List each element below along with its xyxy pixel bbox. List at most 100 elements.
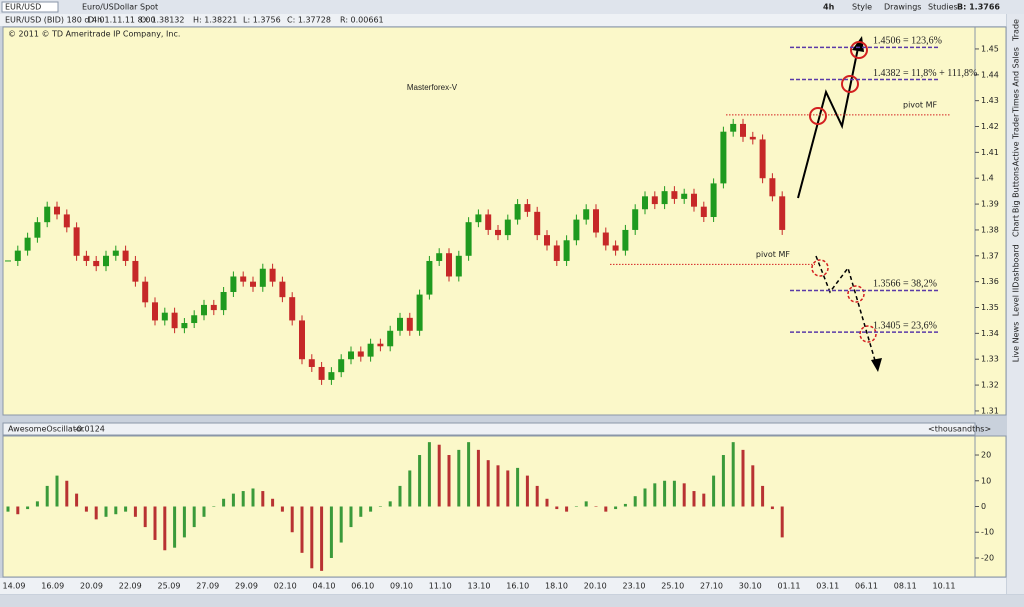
symbol[interactable]: EUR/USD: [5, 3, 41, 12]
candle: [661, 191, 668, 205]
studies-button[interactable]: Studies: [928, 3, 958, 12]
sidebar-tab[interactable]: Active Trader: [1012, 113, 1021, 166]
sidebar-tab[interactable]: Big Buttons: [1012, 167, 1021, 213]
candle: [289, 297, 296, 321]
oscillator-bar: [672, 480, 676, 507]
oscillator-bar: [349, 506, 353, 528]
pivot-label: pivot MF: [903, 100, 938, 109]
candle: [681, 193, 688, 199]
candle: [446, 253, 452, 277]
oscillator-bar: [388, 501, 392, 507]
candle: [152, 302, 158, 321]
symbol-box[interactable]: [1, 1, 59, 13]
y-tick-label: 1.32: [981, 381, 999, 390]
candle: [651, 196, 658, 205]
candle: [465, 222, 472, 256]
candle: [299, 320, 305, 360]
x-tick-label: 23.10: [623, 582, 646, 591]
sidebar-tab[interactable]: Level II: [1012, 288, 1021, 316]
sidebar-tab[interactable]: Times And Sales: [1012, 47, 1021, 114]
oscillator-bar: [359, 506, 363, 517]
oscillator-bar: [271, 498, 275, 507]
x-tick-label: 10.11: [933, 582, 956, 591]
level-label: 1.3566 = 38,2%: [873, 279, 937, 290]
candle: [563, 240, 570, 261]
oscillator-bar: [447, 455, 451, 507]
oscillator-bar: [114, 506, 118, 515]
oscillator-bar: [212, 506, 216, 507]
oscillator-bar: [467, 442, 471, 507]
timeframe[interactable]: 4h: [823, 3, 835, 12]
x-tick-label: 01.11: [778, 582, 801, 591]
oscillator-bar: [290, 506, 294, 533]
x-tick-label: 06.10: [351, 582, 374, 591]
y-tick-label: 1.37: [981, 251, 999, 260]
oscillator-bar: [339, 506, 343, 543]
candle: [201, 304, 207, 316]
oscillator-bar: [94, 506, 98, 520]
candle: [749, 136, 756, 140]
oscillator-bar: [574, 506, 578, 507]
candle: [112, 250, 119, 256]
candle: [700, 206, 707, 218]
oscillator-bar: [682, 483, 686, 507]
oscillator-bar: [65, 480, 69, 507]
oscillator-bar: [182, 506, 186, 538]
y-tick-label: 20: [981, 451, 991, 460]
oscillator-bar: [163, 506, 167, 551]
candle: [622, 229, 629, 251]
oscillator-bar: [231, 493, 235, 507]
sidebar-tab[interactable]: Trade: [1012, 19, 1021, 42]
style-button[interactable]: Style: [852, 3, 872, 12]
oscillator-bar: [202, 506, 206, 517]
x-tick-label: 13.10: [468, 582, 491, 591]
oscillator-bar: [261, 491, 265, 507]
oscillator-bar: [496, 465, 500, 507]
drawings-button[interactable]: Drawings: [884, 3, 921, 12]
x-tick-label: 30.10: [739, 582, 762, 591]
oscillator-bar: [310, 506, 314, 569]
oscillator-bar: [45, 485, 49, 507]
x-tick-label: 09.10: [390, 582, 413, 591]
candle: [593, 209, 599, 233]
y-tick-label: 1.41: [981, 148, 999, 157]
candle: [514, 204, 521, 220]
candle: [259, 268, 266, 287]
sidebar-tab[interactable]: Live News: [1012, 322, 1021, 363]
oscillator-bar: [594, 506, 598, 507]
candle: [250, 281, 256, 287]
oscillator-bar: [692, 491, 696, 507]
sidebar-tab[interactable]: Chart: [1012, 215, 1021, 237]
candle: [612, 245, 619, 251]
candle: [367, 343, 374, 357]
y-tick-label: -10: [981, 528, 994, 537]
oscillator-bar: [457, 449, 461, 507]
y-tick-label: 1.31: [981, 406, 999, 415]
candle: [416, 294, 423, 331]
candle: [142, 281, 149, 303]
candle: [54, 206, 60, 215]
oscillator-bar: [153, 506, 157, 540]
oscillator-bar: [486, 460, 490, 507]
y-tick-label: 1.35: [981, 303, 999, 312]
candle: [769, 178, 776, 197]
oscillator-bar: [329, 506, 333, 558]
candle: [573, 219, 580, 241]
oscillator-bar: [173, 506, 177, 548]
x-tick-label: 18.10: [545, 582, 568, 591]
oscillator-bar: [584, 501, 588, 507]
oscillator-bar: [55, 475, 59, 507]
oscillator-bar: [476, 449, 480, 507]
candle: [475, 214, 482, 223]
oscillator-bar: [104, 506, 108, 517]
oscillator-bar: [761, 485, 765, 507]
candle: [632, 209, 639, 230]
sidebar-tab[interactable]: Dashboard: [1012, 244, 1021, 287]
candle: [495, 229, 501, 236]
y-tick-label: 1.42: [981, 122, 999, 131]
oscillator-bar: [378, 506, 382, 507]
candle: [171, 312, 178, 329]
watermark-title: Masterforex-V: [407, 83, 458, 92]
